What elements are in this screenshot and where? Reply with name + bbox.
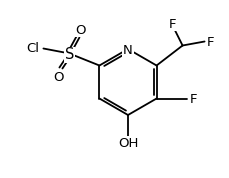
Text: OH: OH: [117, 137, 138, 150]
Text: F: F: [206, 36, 213, 49]
Text: Cl: Cl: [26, 41, 39, 54]
Text: F: F: [168, 17, 176, 30]
Text: S: S: [64, 48, 74, 62]
Text: O: O: [53, 72, 63, 85]
Text: O: O: [75, 23, 85, 36]
Text: F: F: [189, 93, 196, 106]
Text: N: N: [123, 44, 132, 57]
